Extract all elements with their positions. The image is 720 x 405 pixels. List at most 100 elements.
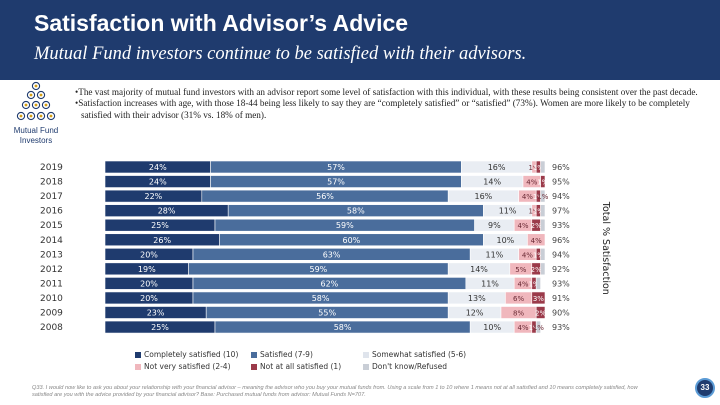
bar-data-label: 19% — [138, 265, 156, 274]
bar-segment — [540, 248, 546, 261]
total-satisfaction-label: 93% — [552, 221, 570, 230]
legend-swatch — [135, 364, 141, 370]
page-number: 33 — [695, 378, 715, 398]
bar-data-label: 56% — [316, 192, 334, 201]
bar-segment — [535, 306, 546, 319]
bar-data-label: 24% — [149, 178, 167, 187]
bar-data-label: 1% — [537, 179, 548, 187]
year-tick-label: 2008 — [40, 323, 63, 333]
legend-item: Not at all satisfied (1) — [251, 362, 341, 371]
bar-data-label: 59% — [336, 221, 354, 230]
bar-data-label: 13% — [468, 294, 486, 303]
bar-segment — [540, 160, 546, 174]
bar-data-label: 1% — [528, 208, 539, 216]
bar-data-label: 1% — [533, 193, 544, 201]
year-tick-label: 2017 — [40, 192, 63, 202]
bar-data-label: 28% — [158, 207, 176, 216]
bar-data-label: 4% — [526, 179, 537, 187]
bar-segment — [540, 218, 546, 232]
legend-item: Satisfied (7-9) — [251, 350, 313, 359]
bar-data-label: 4% — [531, 237, 542, 245]
badge-label-line2: Investors — [19, 136, 53, 145]
bar-segment — [535, 277, 541, 290]
bar-segment — [540, 175, 546, 188]
bar-data-label: 5% — [515, 266, 526, 274]
bar-data-label: 11% — [481, 279, 499, 288]
bar-segment — [540, 204, 546, 217]
bar-data-label: 23% — [147, 309, 165, 318]
year-tick-label: 2013 — [40, 250, 63, 260]
bar-data-label: 20% — [140, 294, 158, 303]
bar-data-label: 4% — [517, 324, 528, 332]
bar-data-label: 24% — [149, 163, 167, 172]
bar-data-label: 1% — [528, 324, 539, 332]
year-tick-label: 2018 — [40, 178, 63, 188]
bullet-item: •Satisfaction increases with age, with t… — [75, 98, 690, 120]
bar-data-label: 1% — [537, 193, 548, 201]
legend-label: Somewhat satisfied (5-6) — [372, 350, 467, 359]
total-satisfaction-label: 93% — [552, 323, 570, 332]
bar-data-label: 58% — [334, 323, 352, 332]
bar-data-label: 9% — [488, 221, 501, 230]
bar-segment — [540, 262, 546, 276]
total-satisfaction-axis-title: Total % Satisfaction — [600, 201, 611, 295]
bar-data-label: 1% — [528, 164, 539, 172]
bar-data-label: 10% — [497, 236, 515, 245]
total-satisfaction-label: 95% — [552, 178, 570, 187]
people-pyramid-icon — [16, 81, 56, 121]
year-tick-label: 2010 — [40, 294, 63, 304]
bar-data-label: 2% — [535, 310, 546, 318]
bar-data-label: 25% — [151, 323, 169, 332]
bar-data-label: 4% — [517, 222, 528, 230]
legend-label: Not at all satisfied (1) — [260, 362, 342, 371]
year-tick-label: 2016 — [40, 207, 63, 217]
bar-data-label: 6% — [513, 295, 524, 303]
total-satisfaction-label: 92% — [552, 265, 570, 274]
summary-bullets: •The vast majority of mutual fund invest… — [75, 87, 705, 121]
satisfaction-bar-chart: 2019 24% 57% 16% 1%1% 96%2018 24% 57% 14% 4% 1% 95%… — [40, 160, 611, 334]
bar-data-label: 59% — [310, 265, 328, 274]
bar-data-label: 16% — [488, 163, 506, 172]
total-satisfaction-label: 91% — [552, 294, 570, 303]
total-satisfaction-label: 96% — [552, 163, 570, 172]
bar-data-label: 57% — [327, 178, 345, 187]
bar-data-label: 2% — [531, 222, 542, 230]
bar-data-label: 1% — [533, 324, 544, 332]
bar-data-label: 25% — [151, 221, 169, 230]
legend-item: Completely satisfied (10) — [135, 350, 238, 359]
bar-data-label: 8% — [513, 310, 524, 318]
bar-data-label: 20% — [140, 279, 158, 288]
bar-data-label: 62% — [321, 279, 339, 288]
bar-data-label: 1% — [533, 208, 544, 216]
bullet-item: •The vast majority of mutual fund invest… — [75, 87, 698, 97]
bar-data-label: 4% — [522, 193, 533, 201]
bar-data-label: 20% — [140, 250, 158, 259]
bar-data-label: 22% — [145, 192, 163, 201]
survey-footnote: Q33. I would now like to ask you about y… — [32, 385, 638, 398]
bar-data-label: 1% — [528, 280, 539, 288]
bar-data-label: 1% — [533, 251, 544, 259]
year-tick-label: 2011 — [40, 279, 63, 289]
legend-swatch — [135, 352, 141, 358]
bar-data-label: 26% — [153, 236, 171, 245]
bar-segment — [527, 233, 546, 247]
total-satisfaction-label: 93% — [552, 279, 570, 288]
bar-data-label: 11% — [499, 207, 517, 216]
bar-segment — [531, 291, 546, 305]
year-tick-label: 2009 — [40, 309, 63, 319]
bar-data-label: 4% — [517, 280, 528, 288]
bar-data-label: 3% — [533, 295, 544, 303]
year-tick-label: 2015 — [40, 221, 63, 231]
page-subtitle: Mutual Fund investors continue to be sat… — [34, 44, 527, 64]
year-tick-label: 2012 — [40, 265, 63, 275]
bar-segment — [535, 320, 541, 334]
bar-data-label: 63% — [323, 250, 341, 259]
header-banner: Satisfaction with Advisor’s Advice Mutua… — [0, 0, 720, 80]
year-tick-label: 2014 — [40, 236, 63, 246]
bar-data-label: 10% — [483, 323, 501, 332]
legend-item: Somewhat satisfied (5-6) — [363, 350, 466, 359]
legend-swatch — [251, 364, 257, 370]
legend-swatch — [251, 352, 257, 358]
bar-data-label: 4% — [522, 251, 533, 259]
bar-data-label: 2% — [531, 266, 542, 274]
